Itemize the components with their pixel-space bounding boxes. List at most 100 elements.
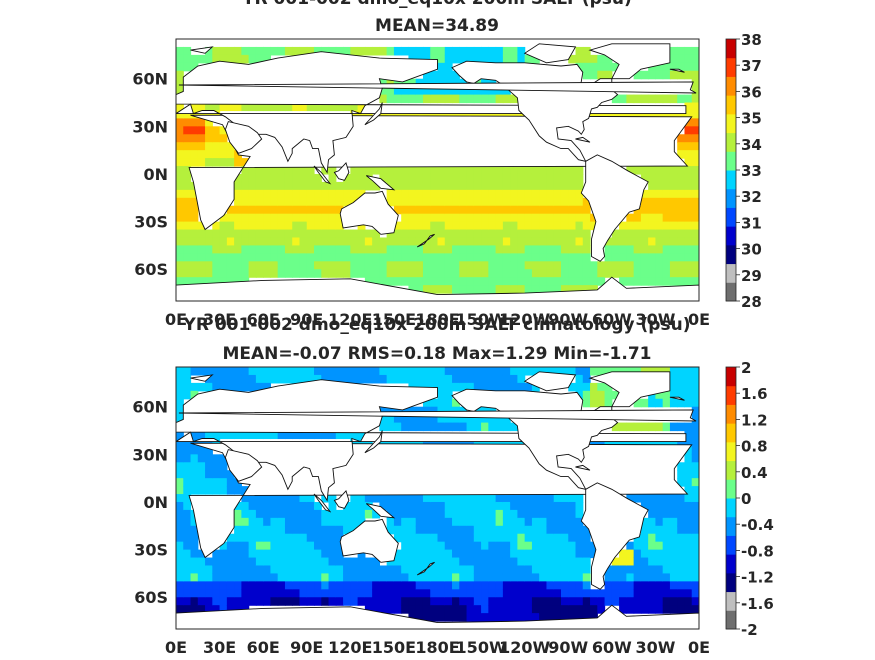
grid-cell — [481, 374, 489, 384]
grid-cell — [691, 414, 699, 424]
grid-cell — [212, 597, 221, 606]
grid-cell — [495, 253, 504, 262]
grid-cell — [648, 605, 657, 614]
grid-cell — [502, 597, 511, 606]
grid-cell — [669, 517, 678, 527]
coastline — [333, 162, 350, 181]
grid-cell — [437, 398, 446, 408]
grid-cell — [393, 589, 402, 598]
grid-cell — [611, 237, 620, 247]
grid-cell — [299, 205, 308, 215]
grid-cell — [248, 189, 257, 199]
grid-cell — [176, 181, 184, 191]
grid-cell — [350, 173, 359, 183]
grid-cell — [183, 142, 192, 151]
grid-cell — [401, 86, 410, 96]
grid-cell — [263, 237, 272, 247]
grid-cell — [560, 221, 569, 231]
grid-cell — [234, 197, 242, 207]
grid-cell — [691, 605, 699, 614]
grid-cell — [176, 62, 184, 72]
grid-cell — [473, 205, 482, 215]
grid-cell — [524, 509, 533, 519]
grid-cell — [176, 494, 184, 503]
grid-cell — [176, 86, 184, 96]
grid-cell — [677, 589, 686, 598]
grid-cell — [190, 213, 199, 223]
grid-cell — [212, 549, 221, 559]
grid-cell — [408, 597, 417, 606]
grid-cell — [350, 374, 359, 384]
grid-cell — [568, 54, 577, 64]
grid-cell — [270, 181, 279, 191]
grid-cell — [568, 245, 577, 254]
grid-cell — [691, 581, 699, 590]
grid-cell — [299, 269, 308, 278]
grid-cell — [502, 213, 511, 223]
grid-cell — [241, 581, 250, 590]
grid-cell — [321, 525, 330, 535]
grid-cell — [357, 166, 366, 175]
grid-cell — [568, 517, 577, 527]
grid-cell — [590, 54, 598, 64]
grid-cell — [582, 597, 591, 606]
grid-cell — [531, 509, 540, 519]
grid-cell — [277, 253, 286, 262]
grid-cell — [510, 166, 518, 175]
grid-cell — [531, 189, 540, 199]
grid-cell — [677, 367, 686, 376]
grid-cell — [604, 390, 613, 400]
grid-cell — [517, 245, 526, 254]
grid-cell — [176, 189, 184, 199]
grid-cell — [328, 237, 337, 247]
grid-cell — [575, 367, 584, 376]
grid-cell — [524, 205, 533, 215]
grid-cell — [604, 573, 613, 582]
grid-cell — [277, 374, 286, 384]
grid-cell — [444, 70, 453, 80]
grid-cell — [691, 197, 699, 207]
grid-cell — [401, 533, 410, 543]
grid-cell — [350, 110, 359, 119]
grid-cell — [648, 438, 657, 447]
grid-cell — [364, 181, 373, 191]
grid-cell — [568, 597, 577, 606]
grid-cell — [422, 261, 431, 270]
grid-cell — [212, 438, 221, 447]
grid-cell — [437, 573, 446, 582]
grid-cell — [335, 549, 344, 559]
grid-cell — [677, 221, 686, 231]
grid-cell — [539, 549, 548, 559]
grid-cell — [517, 525, 526, 535]
grid-cell — [495, 86, 504, 96]
grid-cell — [553, 613, 562, 622]
grid-cell — [277, 213, 286, 223]
grid-cell — [205, 46, 213, 56]
grid-cell — [437, 557, 446, 567]
grid-cell — [292, 221, 301, 231]
grid-cell — [444, 229, 453, 239]
coastline — [313, 493, 332, 513]
grid-cell — [176, 277, 184, 286]
grid-cell — [343, 269, 351, 278]
grid-cell — [597, 605, 606, 614]
grid-cell — [691, 478, 699, 487]
grid-cell — [524, 533, 533, 543]
grid-cell — [517, 374, 526, 384]
grid-cell — [677, 46, 686, 56]
grid-cell — [190, 462, 199, 471]
grid-cell — [408, 374, 417, 384]
grid-cell — [299, 237, 308, 247]
grid-cell — [357, 517, 366, 527]
grid-cell — [502, 261, 511, 270]
grid-cell — [546, 605, 555, 614]
grid-cell — [219, 213, 228, 223]
coastline — [366, 503, 396, 519]
grid-cell — [568, 261, 577, 270]
grid-cell — [444, 269, 453, 278]
grid-cell — [640, 367, 649, 376]
grid-cell — [219, 46, 228, 56]
grid-cell — [306, 229, 315, 239]
grid-cell — [176, 205, 184, 215]
grid-cell — [655, 213, 664, 223]
